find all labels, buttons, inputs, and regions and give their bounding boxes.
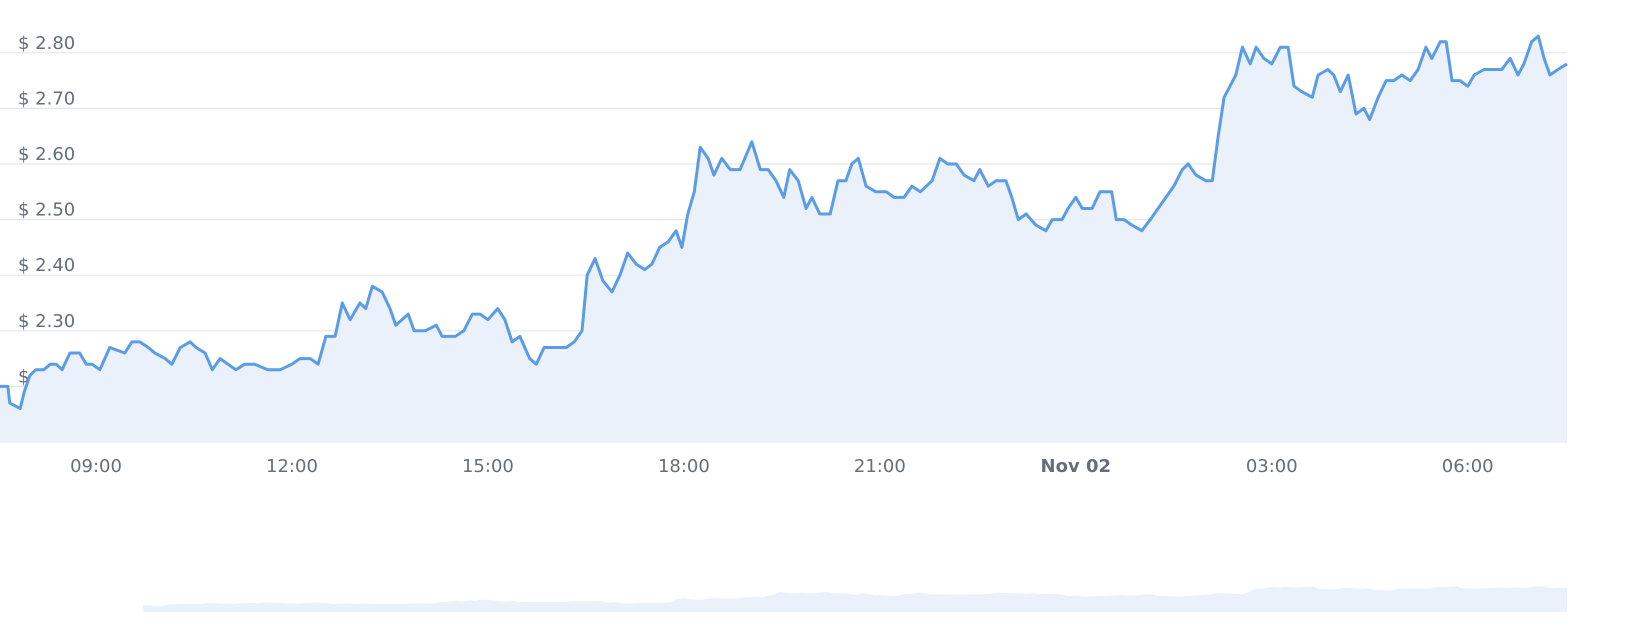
x-tick-label: 03:00 (1246, 456, 1298, 477)
area (0, 36, 1567, 442)
y-tick-label: $ 2.30 (18, 311, 75, 332)
x-tick-label: 06:00 (1442, 456, 1494, 477)
x-tick-label: Nov 02 (1041, 456, 1111, 477)
price-line (0, 34, 1568, 411)
x-tick-label: 12:00 (266, 456, 318, 477)
y-tick-label: $ 2.40 (18, 255, 75, 276)
x-tick-label: 18:00 (658, 456, 710, 477)
y-tick-label: $ 2.80 (18, 33, 75, 54)
navigator-area (80, 586, 1567, 612)
y-tick-label: $ 2.50 (18, 200, 75, 221)
y-tick-label: $ 2.70 (18, 88, 75, 109)
x-tick-label: 15:00 (462, 456, 514, 477)
x-tick-label: 21:00 (854, 456, 906, 477)
x-tick-label: 09:00 (70, 456, 122, 477)
y-tick-label: $ 2.60 (18, 144, 75, 165)
